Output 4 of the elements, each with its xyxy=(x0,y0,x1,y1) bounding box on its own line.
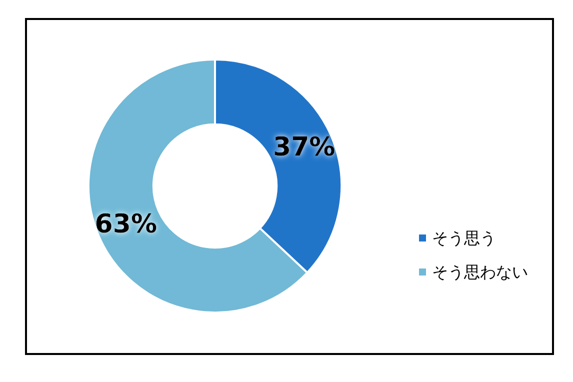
legend-label: そう思わない xyxy=(432,262,528,282)
legend-label: そう思う xyxy=(432,228,496,248)
data-label: 37% xyxy=(272,132,336,162)
data-label: 63% xyxy=(94,210,158,240)
